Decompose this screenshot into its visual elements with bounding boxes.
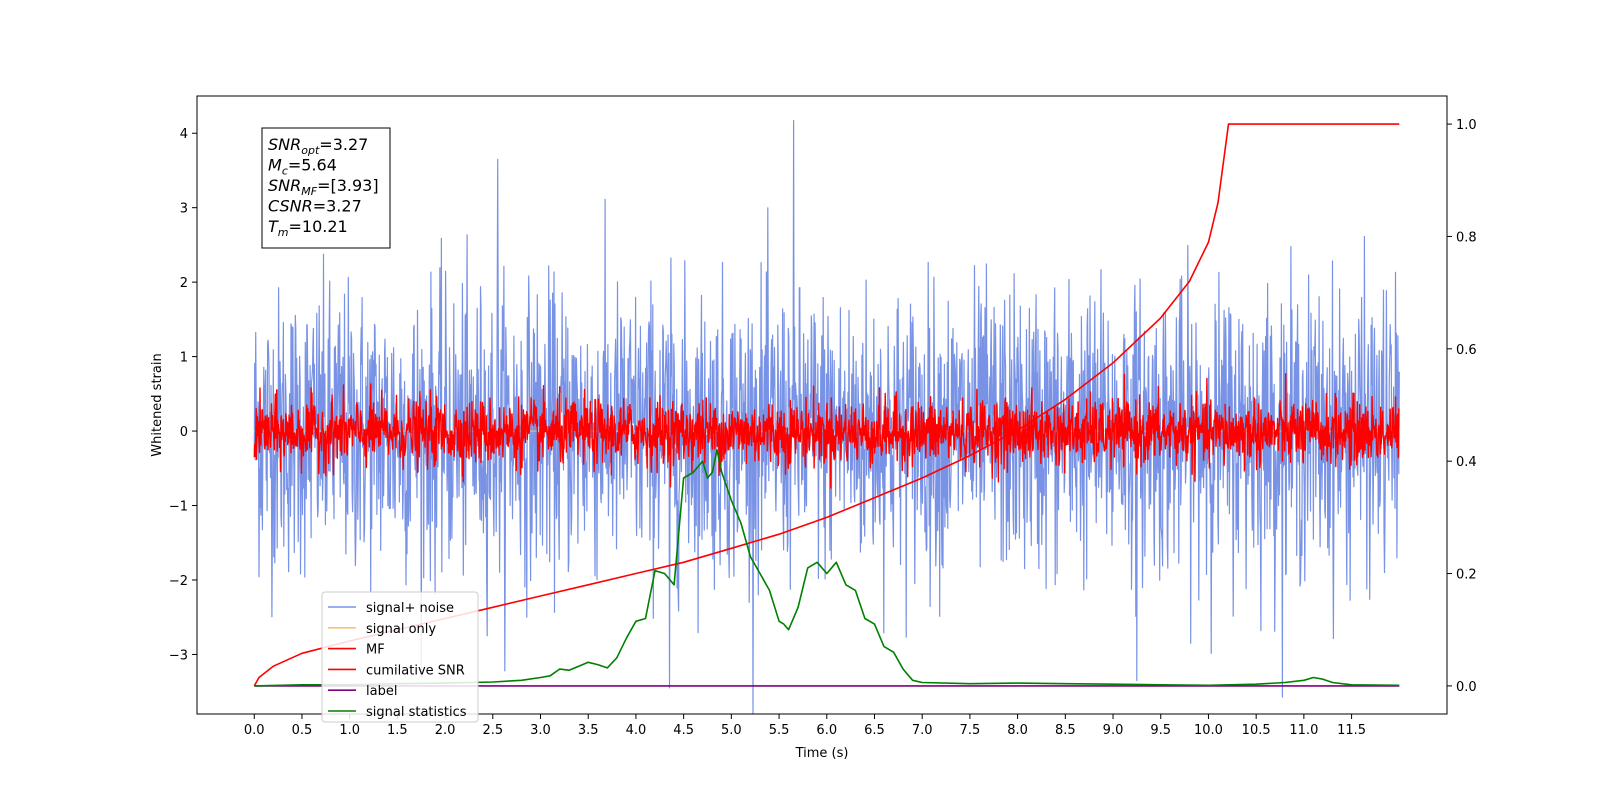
annotation-line: Mc=5.64 [268,156,337,178]
legend-label: MF [366,643,385,658]
x-tick-label: 4.5 [673,723,694,738]
x-axis-ticks: 0.0 0.5 1.0 1.5 2.0 2.5 3.0 3.5 4.0 4.5 5.0 5.5 6.0 6… [244,714,1366,738]
x-tick-label: 3.5 [578,723,599,738]
x-tick-label: 1.0 [339,723,360,738]
x-tick-label: 4.0 [626,723,647,738]
annotation-line: Tm=10.21 [268,217,348,239]
y-tick-label: 3 [180,202,188,217]
x-tick-label: 0.0 [244,723,265,738]
series-line-mf [253,373,1400,489]
legend-label: label [366,684,397,699]
y2-axis-ticks: 0.0 0.2 0.4 0.6 0.8 1.0 [1447,118,1477,695]
series-line-signal-statistics [254,449,1400,687]
y-tick-label: −2 [169,574,188,589]
x-tick-label: 5.5 [769,723,790,738]
annotation-line: SNRopt=3.27 [268,135,368,157]
y-tick-label: 2 [180,276,188,291]
x-tick-label: 2.0 [435,723,456,738]
left-axis-series [253,120,1400,715]
plot-frame [196,95,1448,715]
x-tick-label: 7.5 [960,723,981,738]
legend-label: signal only [366,622,436,637]
x-tick-label: 6.5 [864,723,885,738]
y2-tick-label: 0.2 [1456,568,1477,583]
x-tick-label: 5.0 [721,723,742,738]
y2-tick-label: 1.0 [1456,118,1477,133]
y2-tick-label: 0.6 [1456,343,1477,358]
x-tick-label: 2.5 [482,723,503,738]
legend-label: signal statistics [366,705,467,720]
y-tick-label: −1 [169,500,188,515]
y-tick-label: 4 [180,127,188,142]
annotation-box: SNRopt=3.27Mc=5.64SNRMF=[3.93]CSNR=3.27T… [261,127,391,249]
x-tick-label: 8.5 [1055,723,1076,738]
x-tick-label: 9.5 [1150,723,1171,738]
x-tick-label: 3.0 [530,723,551,738]
x-tick-label: 6.0 [816,723,837,738]
y2-tick-label: 0.0 [1456,680,1477,695]
y-axis-ticks: −3 −2 −1 0 1 2 3 4 [169,127,197,663]
x-tick-label: 8.0 [1007,723,1028,738]
x-tick-label: 7.0 [912,723,933,738]
y-tick-label: 1 [180,351,188,366]
x-axis-label: Time (s) [795,746,849,761]
x-tick-label: 0.5 [292,723,313,738]
legend-label: signal+ noise [366,601,454,616]
legend: signal+ noise signal only MF cumilative SNR… [321,591,479,723]
y-tick-label: 0 [180,425,188,440]
x-tick-label: 10.5 [1242,723,1271,738]
legend-label: cumilative SNR [366,663,465,678]
annotation-line: CSNR=3.27 [268,197,362,216]
x-tick-label: 11.5 [1337,723,1366,738]
y-axis-label: Whitened strain [150,353,165,456]
x-tick-label: 10.0 [1194,723,1223,738]
annotation-line: SNRMF=[3.93] [268,176,379,198]
x-tick-label: 11.0 [1289,723,1318,738]
x-tick-label: 1.5 [387,723,408,738]
y-tick-label: −3 [169,648,188,663]
y2-tick-label: 0.4 [1456,455,1477,470]
y2-tick-label: 0.8 [1456,230,1477,245]
x-tick-label: 9.0 [1103,723,1124,738]
